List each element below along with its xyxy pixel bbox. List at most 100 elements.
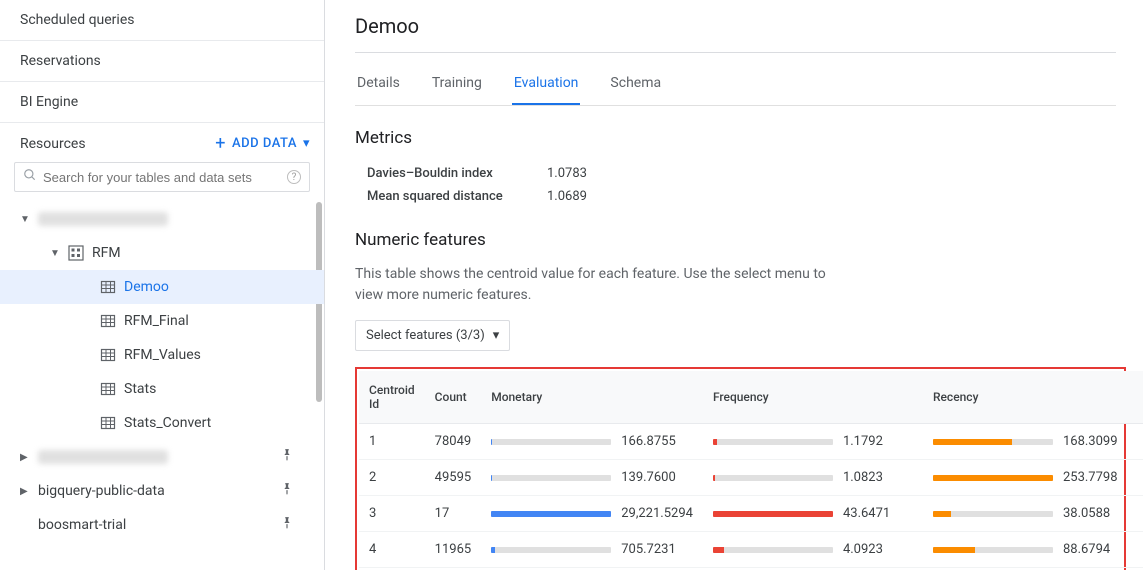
cell-frequency: 1.1792 — [703, 424, 923, 460]
metrics-heading: Metrics — [355, 128, 1146, 148]
resources-header: Resources + ADD DATA ▾ — [0, 123, 324, 162]
features-table: Centroid IdCountMonetaryFrequencyRecency… — [359, 371, 1143, 570]
table-icon — [100, 313, 116, 329]
metric-row: Mean squared distance1.0689 — [355, 185, 1146, 208]
bar-value: 139.7600 — [621, 470, 691, 485]
table-row: 249595 139.7600 1.0823 253.7798 — [359, 460, 1143, 496]
column-header: Count — [425, 371, 482, 424]
page-title: Demoo — [355, 0, 1146, 52]
pin-icon[interactable] — [280, 448, 294, 466]
table-row: 411965705.72314.092388.6794 — [359, 532, 1143, 568]
chevron-down-icon: ▾ — [303, 136, 310, 151]
table-row: 317 29,221.5294 43.6471 38.0588 — [359, 496, 1143, 532]
tree-row[interactable]: ▼ — [0, 202, 324, 236]
cell-monetary: 29,221.5294 — [481, 496, 703, 532]
bar-value: 29,221.5294 — [621, 506, 693, 521]
cell-centroid-id: 1 — [359, 424, 425, 460]
cell-monetary: 166.8755 — [481, 424, 703, 460]
column-header: Centroid Id — [359, 371, 425, 424]
bar-value: 1.0823 — [843, 470, 913, 485]
features-heading: Numeric features — [355, 230, 1146, 250]
metric-value: 1.0783 — [547, 166, 587, 181]
table-icon — [100, 347, 116, 363]
tree-label: Stats — [124, 381, 156, 397]
expand-icon: ▼ — [50, 248, 60, 259]
tab-evaluation[interactable]: Evaluation — [512, 63, 581, 105]
search-input[interactable] — [43, 170, 281, 185]
tree-label: RFM_Values — [124, 347, 201, 363]
tree-row[interactable]: Stats — [0, 372, 324, 406]
sidebar: Scheduled queries Reservations BI Engine… — [0, 0, 325, 570]
tree-label: Stats_Convert — [124, 415, 211, 431]
nav-bi-engine[interactable]: BI Engine — [0, 82, 324, 123]
table-row: 178049 166.8755 1.1792 168.3099 — [359, 424, 1143, 460]
cell-count: 78049 — [425, 424, 482, 460]
resources-label: Resources — [20, 136, 86, 152]
features-table-highlight: Centroid IdCountMonetaryFrequencyRecency… — [355, 367, 1126, 570]
help-icon[interactable]: ? — [287, 170, 301, 184]
table-icon — [100, 279, 116, 295]
tree-row[interactable]: RFM_Final — [0, 304, 324, 338]
tree-row[interactable]: Stats_Convert — [0, 406, 324, 440]
bar-value: 1.1792 — [843, 434, 913, 449]
search-box[interactable]: ? — [14, 162, 310, 192]
tree-label: bigquery-public-data — [38, 483, 165, 499]
tree-row[interactable]: Demoo — [0, 270, 324, 304]
tree-label: Demoo — [124, 279, 169, 295]
metric-label: Mean squared distance — [367, 189, 547, 204]
pin-icon[interactable] — [280, 516, 294, 534]
cell-centroid-id: 2 — [359, 460, 425, 496]
nav-reservations[interactable]: Reservations — [0, 41, 324, 82]
tree-row[interactable]: boosmart-trial — [0, 508, 324, 542]
tree-label: boosmart-trial — [38, 517, 126, 533]
tabs: Details Training Evaluation Schema — [355, 63, 1116, 106]
cell-count: 11965 — [425, 532, 482, 568]
column-header: Recency — [923, 371, 1143, 424]
cell-recency: 88.6794 — [923, 532, 1143, 568]
tab-training[interactable]: Training — [430, 63, 484, 105]
bar-value: 43.6471 — [843, 506, 913, 521]
bar-value: 88.6794 — [1063, 542, 1133, 557]
main-panel: Demoo Details Training Evaluation Schema Me… — [325, 0, 1146, 570]
cell-frequency: 43.6471 — [703, 496, 923, 532]
bar-value: 705.7231 — [621, 542, 691, 557]
table-icon — [100, 381, 116, 397]
tab-details[interactable]: Details — [355, 63, 402, 105]
cell-monetary: 139.7600 — [481, 460, 703, 496]
cell-frequency: 4.0923 — [703, 532, 923, 568]
tree-row[interactable]: ▶ bigquery-public-data — [0, 474, 324, 508]
select-features-dropdown[interactable]: Select features (3/3) ▾ — [355, 320, 510, 351]
search-icon — [23, 168, 37, 186]
tab-schema[interactable]: Schema — [608, 63, 663, 105]
features-desc: This table shows the centroid value for … — [355, 264, 855, 306]
expand-icon: ▶ — [20, 486, 30, 497]
column-header: Frequency — [703, 371, 923, 424]
cell-count: 49595 — [425, 460, 482, 496]
cell-recency: 253.7798 — [923, 460, 1143, 496]
resource-tree: ▼ ▼ RFM Demoo RFM_Final RFM_Values Stats Stats_… — [0, 202, 324, 570]
bar-value: 38.0588 — [1063, 506, 1133, 521]
column-header: Monetary — [481, 371, 703, 424]
cell-monetary: 705.7231 — [481, 532, 703, 568]
cell-count: 17 — [425, 496, 482, 532]
tree-label: RFM_Final — [124, 313, 189, 329]
nav-scheduled-queries[interactable]: Scheduled queries — [0, 0, 324, 41]
expand-icon: ▶ — [20, 452, 30, 463]
cell-recency: 38.0588 — [923, 496, 1143, 532]
plus-icon: + — [215, 133, 226, 154]
cell-centroid-id: 3 — [359, 496, 425, 532]
bar-value: 253.7798 — [1063, 470, 1133, 485]
bar-value: 166.8755 — [621, 434, 691, 449]
cell-frequency: 1.0823 — [703, 460, 923, 496]
bar-value: 168.3099 — [1063, 434, 1133, 449]
add-data-button[interactable]: + ADD DATA ▾ — [215, 133, 310, 154]
expand-icon: ▼ — [20, 214, 30, 225]
metric-row: Davies–Bouldin index1.0783 — [355, 162, 1146, 185]
tree-row[interactable]: ▶ — [0, 440, 324, 474]
pin-icon[interactable] — [280, 482, 294, 500]
tree-label: RFM — [92, 245, 121, 261]
chevron-down-icon: ▾ — [493, 328, 500, 343]
tree-row[interactable]: RFM_Values — [0, 338, 324, 372]
tree-row[interactable]: ▼ RFM — [0, 236, 324, 270]
metric-label: Davies–Bouldin index — [367, 166, 547, 181]
